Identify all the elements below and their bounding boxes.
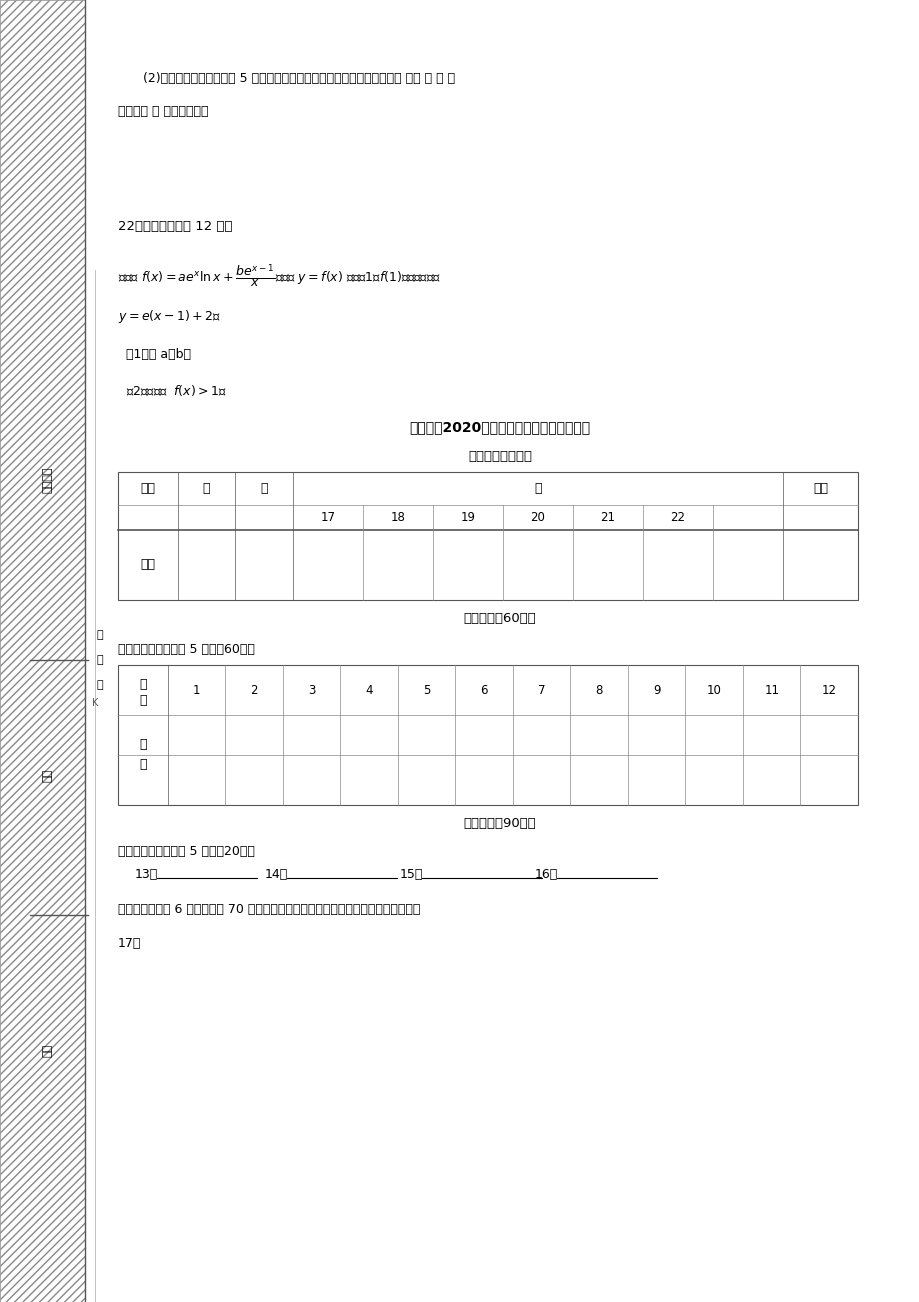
Text: 9: 9 xyxy=(652,684,660,697)
Text: 题: 题 xyxy=(96,630,103,641)
Text: 附: 附 xyxy=(96,680,103,690)
Text: 19: 19 xyxy=(460,510,475,523)
Text: 17、: 17、 xyxy=(118,937,142,950)
Text: 20: 20 xyxy=(530,510,545,523)
Bar xyxy=(118,665,857,805)
Text: 二: 二 xyxy=(260,482,267,495)
Text: 分布列及 Ｘ 的数学期望．: 分布列及 Ｘ 的数学期望． xyxy=(118,105,209,118)
Text: 18: 18 xyxy=(391,510,405,523)
Text: K: K xyxy=(92,698,98,708)
Bar xyxy=(0,0,85,1302)
Text: 6: 6 xyxy=(480,684,487,697)
Text: 7: 7 xyxy=(538,684,545,697)
Text: 姓名: 姓名 xyxy=(43,768,53,781)
Text: 如: 如 xyxy=(96,655,103,665)
Text: 14、: 14、 xyxy=(265,868,288,881)
Text: 高二数学（理科）: 高二数学（理科） xyxy=(468,450,531,464)
Text: 21: 21 xyxy=(600,510,615,523)
Text: 22: 22 xyxy=(670,510,685,523)
Text: 2: 2 xyxy=(250,684,257,697)
Text: 二、填空题（每小题 5 分，入20分）: 二、填空题（每小题 5 分，入20分） xyxy=(118,845,255,858)
Text: 班级: 班级 xyxy=(43,1043,53,1057)
Text: 第一卷（入60分）: 第一卷（入60分） xyxy=(463,612,536,625)
Text: 8: 8 xyxy=(595,684,602,697)
Bar xyxy=(118,473,857,600)
Text: 题: 题 xyxy=(139,678,147,691)
Text: 17: 17 xyxy=(320,510,335,523)
Text: 第二卷（入90分）: 第二卷（入90分） xyxy=(463,816,536,829)
Text: 霍市一中2020学年度第二学期期末考试试题: 霍市一中2020学年度第二学期期末考试试题 xyxy=(409,421,590,434)
Text: 案: 案 xyxy=(139,759,147,772)
Text: （1）求 a，b；: （1）求 a，b； xyxy=(126,348,191,361)
Text: 一．选择题（每小题 5 分，入60分）: 一．选择题（每小题 5 分，入60分） xyxy=(118,643,255,656)
Text: $y=e(x-1)+2$．: $y=e(x-1)+2$． xyxy=(118,309,221,326)
Text: 分数: 分数 xyxy=(141,559,155,572)
Text: 3: 3 xyxy=(308,684,315,697)
Text: 16、: 16、 xyxy=(535,868,558,881)
Text: 5: 5 xyxy=(423,684,430,697)
Text: 准考证号: 准考证号 xyxy=(43,466,53,493)
Text: 4: 4 xyxy=(365,684,372,697)
Text: 设函数 $f(x)=ae^x\ln x+\dfrac{be^{x-1}}{x}$，曲线 $y=f(x)$ 在点（1，$f(1)$）处的切线为: 设函数 $f(x)=ae^x\ln x+\dfrac{be^{x-1}}{x}$… xyxy=(118,262,440,289)
Text: 一: 一 xyxy=(202,482,210,495)
Text: 1: 1 xyxy=(193,684,200,697)
Text: 10: 10 xyxy=(706,684,720,697)
Text: 号: 号 xyxy=(139,694,147,707)
Text: (2)如果考上大学或参加完 5 次测试就结束高考，记该生参加测试的次数为 Ｘ， 求 Ｘ 的: (2)如果考上大学或参加完 5 次测试就结束高考，记该生参加测试的次数为 Ｘ， … xyxy=(142,72,455,85)
Text: 答: 答 xyxy=(139,738,147,751)
Text: 13、: 13、 xyxy=(135,868,158,881)
Text: 三: 三 xyxy=(534,482,541,495)
Text: 15、: 15、 xyxy=(400,868,423,881)
Text: （2）证明：  $f(x)>1$．: （2）证明： $f(x)>1$． xyxy=(126,383,227,398)
Text: 11: 11 xyxy=(764,684,778,697)
Text: 题号: 题号 xyxy=(141,482,155,495)
Text: 22．（本小题满分 12 分）: 22．（本小题满分 12 分） xyxy=(118,220,233,233)
Text: 12: 12 xyxy=(821,684,836,697)
Text: 三、解答题（八 6 小题，满分 70 分．解答须写出文字说明、证明过程和演算步骤．）: 三、解答题（八 6 小题，满分 70 分．解答须写出文字说明、证明过程和演算步骤… xyxy=(118,904,420,917)
Text: 总分: 总分 xyxy=(812,482,827,495)
